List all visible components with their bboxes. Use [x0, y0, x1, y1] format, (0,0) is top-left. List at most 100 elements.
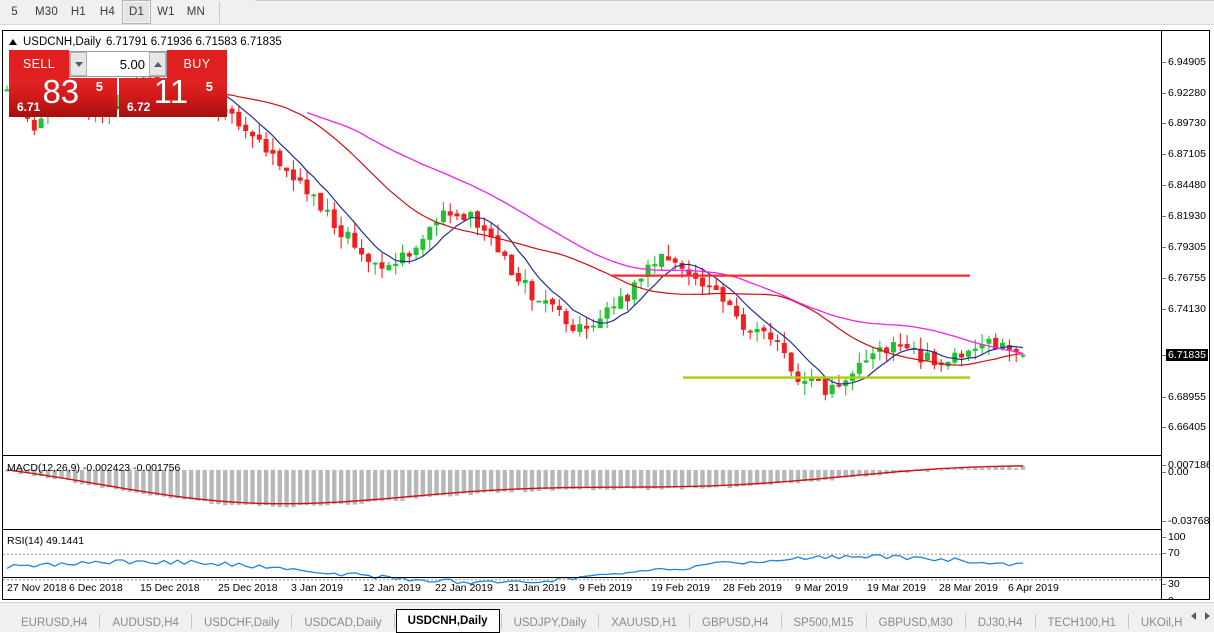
- tab-separator: [291, 614, 293, 629]
- tab-separator: [99, 614, 101, 629]
- chart-tab-usdcnh-daily[interactable]: USDCNH,Daily: [395, 609, 500, 633]
- chart-tab-audusd-h4[interactable]: AUDUSD,H4: [112, 616, 179, 629]
- sell-button[interactable]: SELL: [9, 50, 69, 78]
- chart-tab-usdjpy-daily[interactable]: USDJPY,Daily: [513, 616, 587, 629]
- buy-price-prefix: 6.72: [127, 100, 151, 114]
- tick-mark: [1162, 427, 1166, 428]
- chart-tab-bar: EURUSD,H4 AUDUSD,H4 USDCHF,Daily USDCAD,Dai…: [0, 602, 1214, 633]
- tick-mark: [1162, 397, 1166, 398]
- price-tick-6-76755: 6.76755: [1162, 272, 1209, 284]
- macd-tick-1: 0.00: [1162, 466, 1209, 478]
- timeframe-w1[interactable]: W1: [157, 6, 175, 18]
- price-tick-label: 6.71835: [1166, 349, 1208, 361]
- price-tick-6-87105: 6.87105: [1162, 148, 1209, 160]
- volume-input[interactable]: 5.00: [69, 51, 167, 77]
- timeframe-h1[interactable]: H1: [70, 6, 87, 18]
- chart-canvas[interactable]: 6.94905 6.92280 6.89730 6.87105 6.84480 6.819…: [3, 31, 1209, 599]
- ohlc-values: 6.71791 6.71936 6.71583 6.71835: [105, 36, 282, 48]
- timeframe-5[interactable]: 5: [11, 6, 18, 18]
- price-tick-label: 6.74130: [1168, 303, 1206, 315]
- date-tick-label: 25 Dec 2018: [218, 582, 278, 594]
- chevron-left-icon[interactable]: [1191, 612, 1196, 620]
- tab-separator: [190, 614, 192, 629]
- chevron-right-icon[interactable]: [1205, 612, 1210, 620]
- date-tick-label: 12 Jan 2019: [363, 582, 421, 594]
- symbol-header: USDCNH,Daily 6.71791 6.71936 6.71583 6.7…: [9, 35, 282, 49]
- price-tick-6-84480: 6.84480: [1162, 179, 1209, 191]
- tick-mark: [1162, 584, 1166, 585]
- date-tick-label: 27 Nov 2018: [7, 582, 67, 594]
- triangle-up-icon: [9, 39, 17, 45]
- rsi-line: [6, 554, 1024, 585]
- tick-mark: [1162, 355, 1166, 356]
- date-tick-label: 6 Dec 2018: [69, 582, 123, 594]
- tick-mark: [1162, 216, 1166, 217]
- price-tick-6-92280: 6.92280: [1162, 87, 1209, 99]
- price-tick-6-79305: 6.79305: [1162, 241, 1209, 253]
- buy-price-big: 11: [153, 78, 189, 110]
- date-tick-label: 6 Apr 2019: [1008, 582, 1059, 594]
- date-tick-label: 19 Mar 2019: [867, 582, 926, 594]
- chart-tab-ukoil-h[interactable]: UKOil,H: [1140, 616, 1183, 629]
- chart-tab-dj30-h4[interactable]: DJ30,H4: [977, 616, 1023, 629]
- price-tick-6-74130: 6.74130: [1162, 303, 1209, 315]
- date-axis[interactable]: 27 Nov 2018 6 Dec 2018 15 Dec 2018 25 Dec 2…: [3, 577, 1209, 599]
- price-tick-label: 6.92280: [1168, 87, 1206, 99]
- one-click-trading-panel[interactable]: SELL 5.00 BUY 83 6.71: [9, 50, 227, 117]
- date-tick-label: 9 Mar 2019: [795, 582, 849, 594]
- price-tick-6-66405: 6.66405: [1162, 421, 1209, 433]
- price-tick-label: 6.68955: [1168, 391, 1206, 403]
- buy-button[interactable]: BUY: [167, 50, 227, 78]
- price-tick-label: 6.87105: [1168, 148, 1206, 160]
- rsi-tick-70: 70: [1162, 547, 1209, 559]
- timeframe-mn[interactable]: MN: [186, 6, 206, 18]
- chart-tab-tech100-h1[interactable]: TECH100,H1: [1047, 616, 1116, 629]
- price-tick-6-71835: 6.71835: [1162, 349, 1209, 361]
- tab-separator: [500, 614, 502, 629]
- timeframe-h4[interactable]: H4: [99, 6, 116, 18]
- chart-tab-usdcad-daily[interactable]: USDCAD,Daily: [304, 616, 382, 629]
- timeframe-d1[interactable]: D1: [121, 0, 152, 24]
- price-tick-label: 6.81930: [1168, 210, 1206, 222]
- price-tick-label: 6.76755: [1168, 272, 1206, 284]
- tick-mark: [1162, 472, 1166, 473]
- rsi-tick-0: 0: [1162, 595, 1209, 599]
- chart-tab-eurusd-h4[interactable]: EURUSD,H4: [21, 616, 88, 629]
- price-scale[interactable]: 6.94905 6.92280 6.89730 6.87105 6.84480 6.819…: [1161, 31, 1209, 599]
- macd-pane-divider: [3, 455, 1161, 456]
- price-plot[interactable]: [3, 31, 1161, 599]
- timeframe-toolbar: 5 M30 H1 H4 D1 W1 MN: [0, 0, 1214, 25]
- tab-separator: [1127, 614, 1129, 629]
- buy-price-fraction: 5: [205, 79, 213, 94]
- volume-decrease-button[interactable]: [70, 52, 87, 76]
- date-tick-label: 28 Mar 2019: [939, 582, 998, 594]
- oct-header-row: SELL 5.00 BUY: [9, 50, 227, 78]
- price-tick-6-89730: 6.89730: [1162, 117, 1209, 129]
- sell-price-cell[interactable]: 83 6.71 5: [9, 78, 117, 117]
- date-tick-label: 3 Jan 2019: [291, 582, 343, 594]
- timeframe-m30[interactable]: M30: [35, 6, 58, 18]
- volume-increase-button[interactable]: [149, 52, 166, 76]
- chart-tab-sp500-m15[interactable]: SP500,M15: [793, 616, 854, 629]
- price-tick-label: 6.89730: [1168, 117, 1206, 129]
- buy-price-cell[interactable]: 11 6.72 5: [119, 78, 227, 117]
- chart-tab-usdchf-daily[interactable]: USDCHF,Daily: [203, 616, 280, 629]
- ma-fast-navy: [47, 78, 1024, 385]
- tick-mark: [1162, 521, 1166, 522]
- tab-scroll-controls: [1191, 612, 1210, 620]
- macd-indicator-label: MACD(12,26,9) -0.002423 -0.001756: [7, 462, 181, 474]
- sell-price-big: 83: [42, 78, 80, 110]
- chart-window[interactable]: 6.94905 6.92280 6.89730 6.87105 6.84480 6.819…: [2, 30, 1210, 600]
- date-tick-label: 19 Feb 2019: [651, 582, 710, 594]
- rsi-tick-30: 30: [1162, 578, 1209, 590]
- tab-separator: [780, 614, 782, 629]
- rsi-tick-label: 0: [1168, 595, 1174, 599]
- date-tick-label: 31 Jan 2019: [508, 582, 566, 594]
- volume-value[interactable]: 5.00: [87, 52, 149, 76]
- chart-tab-gbpusd-h4[interactable]: GBPUSD,H4: [702, 616, 769, 629]
- timeframe-button-group: 5 M30 H1 H4 D1 W1 MN: [0, 0, 221, 25]
- price-tick-label: 6.79305: [1168, 241, 1206, 253]
- chart-tab-gbpusd-m30[interactable]: GBPUSD,M30: [878, 616, 953, 629]
- chart-tab-xauusd-h1[interactable]: XAUUSD,H1: [611, 616, 678, 629]
- rsi-indicator-label: RSI(14) 49.1441: [7, 535, 85, 547]
